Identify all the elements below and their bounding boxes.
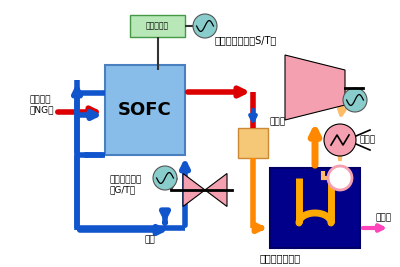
- Polygon shape: [205, 174, 227, 206]
- Circle shape: [324, 124, 356, 156]
- Circle shape: [153, 166, 177, 190]
- Bar: [270, 168, 360, 248]
- Text: 燃焼器: 燃焼器: [270, 117, 286, 127]
- Text: 蒸気タービン（S/T）: 蒸気タービン（S/T）: [215, 35, 277, 45]
- Text: 排ガス: 排ガス: [375, 214, 391, 222]
- Bar: [105, 65, 185, 155]
- Circle shape: [328, 166, 352, 190]
- Circle shape: [193, 14, 217, 38]
- Bar: [238, 128, 268, 158]
- Text: 復水器: 復水器: [360, 135, 376, 144]
- Text: SOFC: SOFC: [118, 101, 172, 119]
- Circle shape: [343, 88, 367, 112]
- Text: ガスタービン
（G/T）: ガスタービン （G/T）: [110, 175, 142, 194]
- Polygon shape: [285, 55, 345, 120]
- Text: 空気: 空気: [145, 235, 155, 245]
- Bar: [130, 15, 185, 37]
- Text: 天然ガス
（NG）: 天然ガス （NG）: [30, 95, 54, 115]
- Text: インバータ: インバータ: [146, 22, 169, 30]
- Polygon shape: [183, 174, 205, 206]
- Text: 排熱回収ボイラ: 排熱回収ボイラ: [260, 253, 301, 263]
